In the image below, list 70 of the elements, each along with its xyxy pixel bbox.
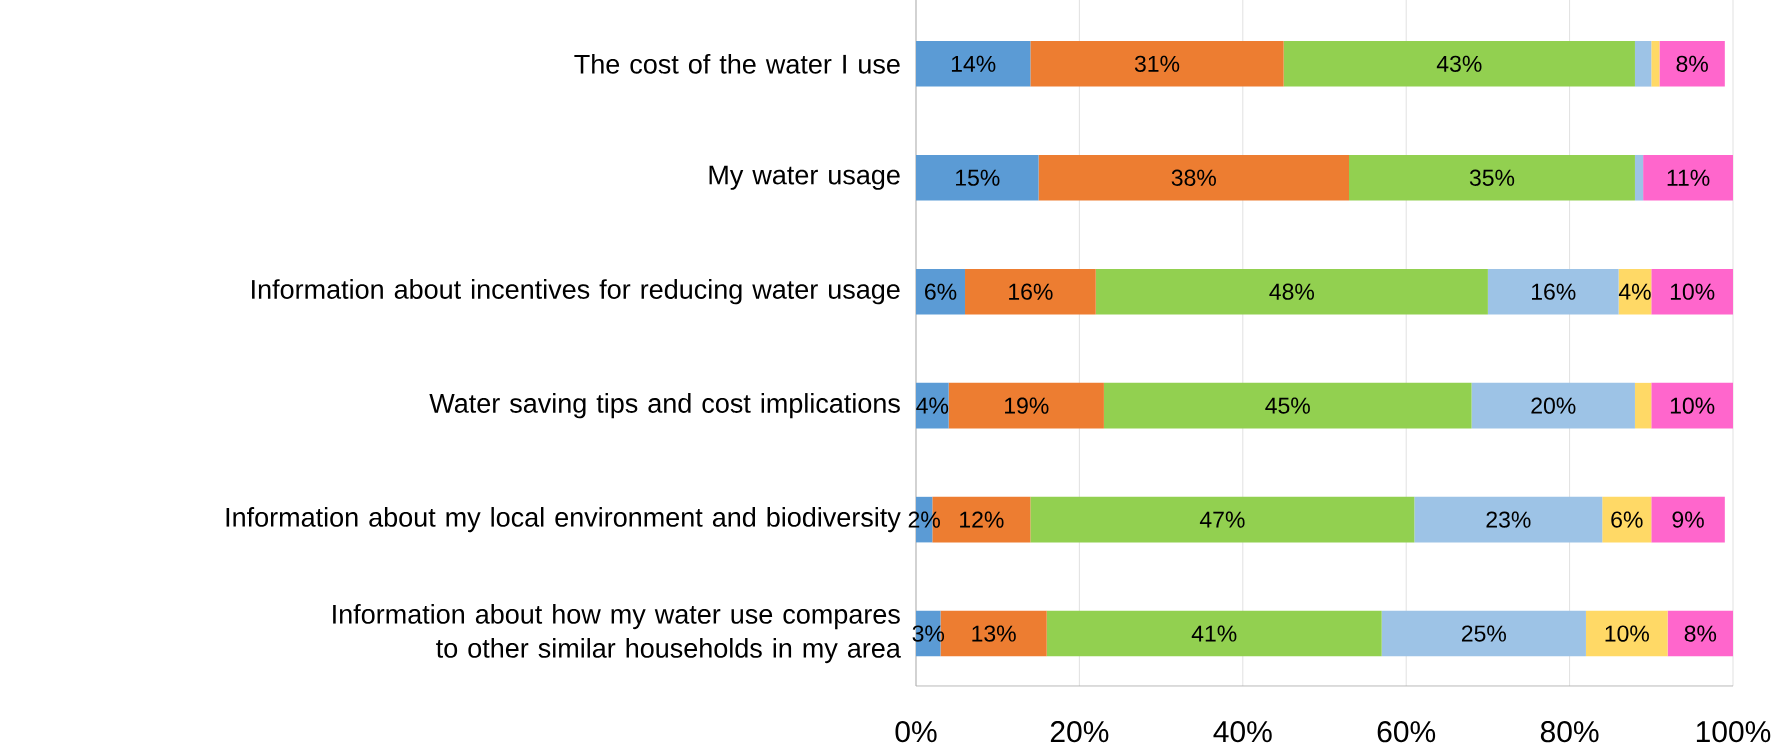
x-tick-label: 20%: [1050, 721, 1109, 743]
bar: [1349, 154, 1635, 201]
data-label: 10%: [1670, 283, 1715, 300]
y-tick-label: Information about incentives for reducing water usage: [252, 279, 900, 305]
bar: [1414, 496, 1603, 543]
bar: [1634, 41, 1652, 87]
bar: [1634, 382, 1652, 429]
bar: [1471, 382, 1635, 429]
bar: [1038, 154, 1350, 201]
y-tick-label: Information about how my water use compares to other similar households in my area: [333, 603, 901, 664]
data-label: 10%: [1605, 625, 1649, 642]
y-tick-label: Information about my local environment and biodiversity: [226, 507, 901, 533]
data-label: 19%: [1005, 397, 1049, 414]
data-label: 45%: [1265, 397, 1310, 414]
x-tick-label: 0%: [895, 721, 937, 743]
data-label: 20%: [1531, 397, 1576, 414]
data-label: 31%: [1134, 55, 1180, 72]
data-label: 16%: [1009, 283, 1053, 300]
data-label: 25%: [1461, 625, 1507, 642]
data-label: 10%: [1670, 397, 1715, 414]
x-tick-label: 40%: [1213, 721, 1272, 743]
data-label: 41%: [1191, 625, 1237, 642]
data-label: 8%: [1676, 55, 1708, 72]
x-tick-label: 80%: [1540, 721, 1599, 743]
y-tick-label: Water saving tips and cost implications: [429, 393, 900, 419]
y-tick-label: My water usage: [709, 165, 900, 190]
data-label: 38%: [1171, 169, 1216, 186]
bar: [1651, 268, 1733, 315]
x-tick-label: 60%: [1377, 721, 1436, 743]
bar: [1487, 268, 1619, 315]
bar: [1651, 496, 1725, 543]
data-label: 43%: [1436, 55, 1482, 72]
bar: [1651, 41, 1660, 87]
data-label: 14%: [951, 55, 996, 72]
bar: [1585, 610, 1668, 657]
data-label: 4%: [916, 397, 949, 414]
y-tick-label: The cost of the water I use: [574, 53, 900, 74]
data-label: 47%: [1199, 511, 1245, 528]
bar: [1602, 496, 1652, 543]
x-tick-label: 100%: [1696, 721, 1771, 743]
data-label: 4%: [1618, 283, 1651, 300]
bar: [1634, 154, 1644, 201]
bar: [1659, 41, 1725, 87]
bar: [916, 268, 966, 315]
data-label: 6%: [925, 283, 957, 300]
bar: [916, 154, 1039, 201]
data-label: 13%: [972, 625, 1016, 642]
bar: [916, 41, 1031, 87]
bar: [1283, 41, 1635, 87]
bar: [1381, 610, 1586, 657]
bar: [1095, 268, 1488, 315]
data-label: 9%: [1672, 511, 1704, 528]
bar: [1046, 610, 1382, 657]
bar: [1030, 41, 1284, 87]
bar: [965, 268, 1096, 315]
data-label: 11%: [1667, 169, 1710, 186]
data-label: 35%: [1469, 169, 1515, 186]
bar: [948, 382, 1104, 429]
data-label: 8%: [1684, 625, 1717, 642]
data-label: 16%: [1532, 283, 1576, 300]
bar: [1643, 154, 1733, 201]
data-label: 6%: [1611, 511, 1643, 528]
data-label: 48%: [1269, 283, 1315, 300]
bar: [1030, 496, 1415, 543]
data-label: 15%: [956, 169, 1000, 186]
bar: [1667, 610, 1733, 657]
data-label: 12%: [960, 511, 1004, 528]
data-label: 23%: [1486, 511, 1531, 528]
bar: [1651, 382, 1733, 429]
bar: [1103, 382, 1472, 429]
